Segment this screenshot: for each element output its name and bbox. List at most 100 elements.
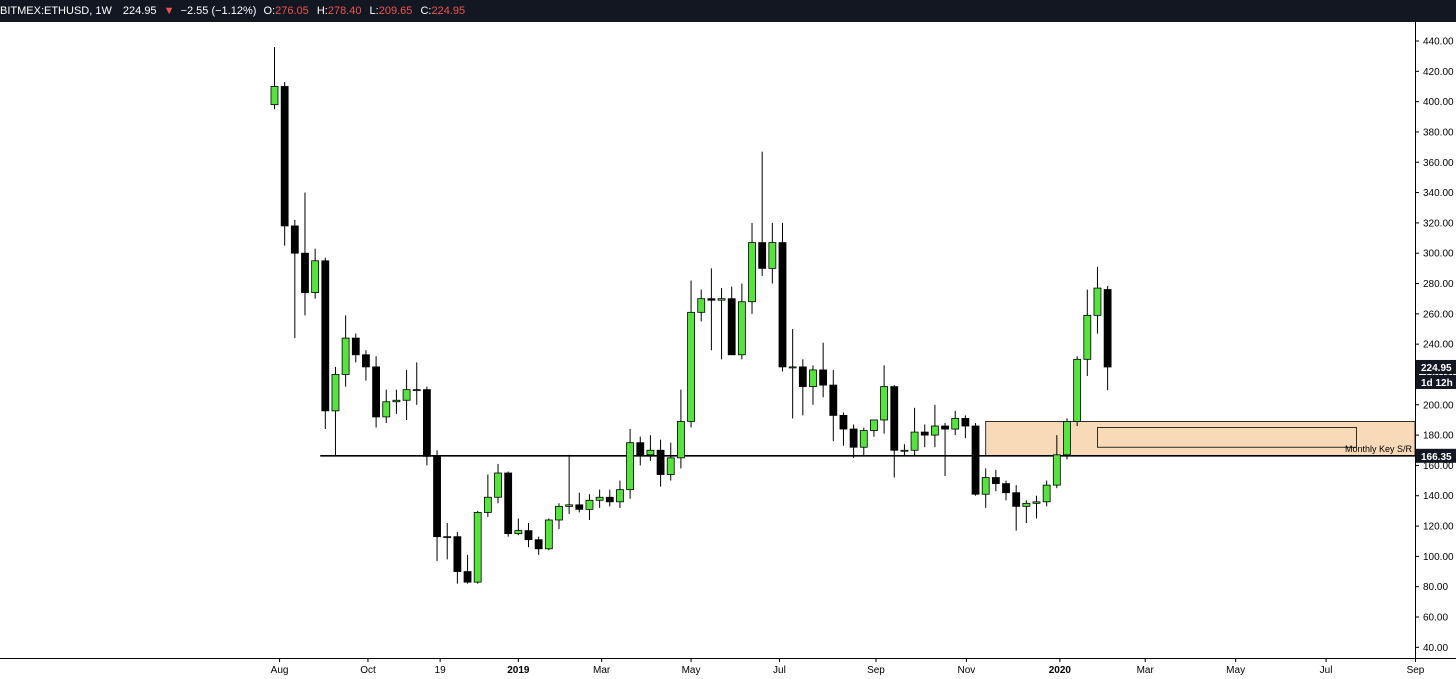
candle <box>555 503 563 530</box>
candle <box>910 407 919 457</box>
candle-body <box>788 366 797 369</box>
y-tick-label: 440.00 <box>1423 37 1454 48</box>
candle <box>453 532 462 584</box>
candle <box>1042 480 1051 507</box>
candle <box>900 444 909 457</box>
candle <box>534 536 543 555</box>
x-tick-label: 19 <box>435 665 447 676</box>
candle <box>880 365 888 434</box>
candle <box>331 366 340 457</box>
candle <box>575 492 584 513</box>
candle-body <box>1012 492 1021 507</box>
x-tick-label: Jul <box>773 665 786 676</box>
candle-body <box>849 428 858 448</box>
candle-body <box>544 519 553 550</box>
candle <box>697 289 706 322</box>
candle <box>1052 435 1061 489</box>
x-tick-label: Sep <box>1407 665 1425 676</box>
candle-body <box>341 337 350 375</box>
candle-body <box>677 421 685 459</box>
candle <box>433 450 441 561</box>
candle-body <box>463 571 472 583</box>
candle <box>870 419 878 437</box>
candle <box>412 362 421 405</box>
candle <box>748 222 756 314</box>
candle <box>483 474 492 517</box>
candle-body <box>809 369 817 388</box>
candle-body <box>301 252 309 294</box>
y-tick-label: 380.00 <box>1423 127 1454 138</box>
candle-body <box>991 477 1000 485</box>
low-value: 209.65 <box>378 5 413 17</box>
candle-body <box>422 389 431 457</box>
candle-body <box>372 366 381 418</box>
high-value: 278.40 <box>327 5 362 17</box>
candle <box>971 422 980 496</box>
change-arrow-icon: ▼ <box>163 5 175 17</box>
low-label: L: <box>369 5 379 17</box>
candle <box>341 315 350 387</box>
y-tick-label: 240.00 <box>1423 340 1454 351</box>
candle-body <box>616 489 624 503</box>
candle-body <box>453 536 462 572</box>
candle <box>626 429 634 499</box>
x-tick-label: Oct <box>360 665 376 676</box>
candle-body <box>829 384 838 416</box>
candle <box>951 410 960 436</box>
candle <box>859 427 868 457</box>
candle-body <box>666 457 675 475</box>
candle <box>941 422 949 477</box>
candle <box>788 329 797 419</box>
candle-body <box>697 298 706 313</box>
candle-body <box>1042 484 1051 503</box>
y-tick-label: 320.00 <box>1423 218 1454 229</box>
candle <box>504 471 513 537</box>
candle-body <box>778 242 787 368</box>
candle <box>372 356 381 428</box>
change-value: −2.55 (−1.12%) <box>180 5 257 17</box>
open-value: 276.05 <box>275 5 309 17</box>
last-price-badge-bg <box>1416 359 1456 374</box>
candle <box>270 47 279 110</box>
candle-body <box>656 449 665 475</box>
candle-body <box>1032 501 1041 504</box>
candle-body <box>1083 314 1092 360</box>
support-price-badge: 166.35 <box>1421 452 1452 463</box>
candle-body <box>443 536 452 539</box>
candle-body <box>839 415 848 430</box>
candle-body <box>362 354 370 368</box>
candle-body <box>585 499 594 510</box>
candle-body <box>1022 502 1031 507</box>
x-tick-label: May <box>1226 665 1245 676</box>
candle <box>666 442 675 481</box>
x-tick-label: Mar <box>593 665 611 676</box>
candle-body <box>483 496 492 513</box>
candle-body <box>941 425 949 430</box>
y-tick-label: 140.00 <box>1423 491 1454 502</box>
candle <box>656 439 665 487</box>
candle-body <box>748 242 756 303</box>
candle-body <box>534 539 543 550</box>
candle <box>849 424 858 458</box>
candle-body <box>331 374 340 412</box>
candle-body <box>981 477 990 495</box>
last-price-value: 224.95 <box>122 5 157 17</box>
candle <box>402 369 411 420</box>
candle <box>727 286 736 356</box>
y-tick-label: 400.00 <box>1423 97 1454 108</box>
y-tick-label: 200.00 <box>1423 400 1454 411</box>
x-tick-label: Mar <box>1137 665 1155 676</box>
candle-body <box>1103 289 1112 368</box>
candle-body <box>758 242 767 269</box>
y-tick-label: 360.00 <box>1423 158 1454 169</box>
y-tick-label: 420.00 <box>1423 67 1454 78</box>
candle-body <box>910 431 919 451</box>
candle-body <box>859 430 868 448</box>
y-tick-label: 40.00 <box>1423 643 1448 654</box>
candle <box>1103 285 1112 391</box>
candle <box>778 222 787 372</box>
candle <box>1073 356 1082 427</box>
candle <box>473 510 482 584</box>
candle-body <box>311 260 320 294</box>
